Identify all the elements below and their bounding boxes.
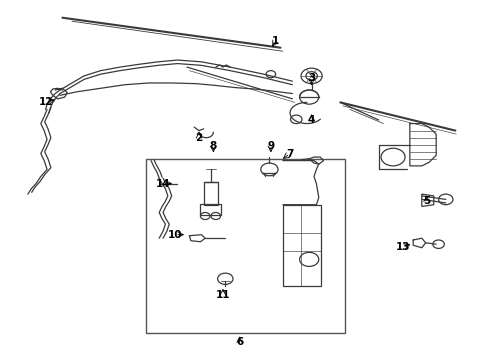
Bar bbox=[203, 182, 218, 205]
Text: 6: 6 bbox=[236, 337, 243, 347]
Text: 8: 8 bbox=[209, 141, 217, 152]
Text: 11: 11 bbox=[215, 290, 230, 300]
Text: 5: 5 bbox=[422, 196, 429, 206]
Text: 10: 10 bbox=[167, 230, 182, 240]
Bar bbox=[200, 204, 221, 215]
Bar bbox=[282, 205, 321, 286]
Text: 14: 14 bbox=[155, 179, 170, 189]
Text: 1: 1 bbox=[271, 36, 279, 46]
Text: 13: 13 bbox=[395, 242, 409, 252]
Text: 7: 7 bbox=[286, 149, 293, 158]
Bar bbox=[146, 159, 345, 333]
Text: 4: 4 bbox=[307, 115, 315, 125]
Text: 3: 3 bbox=[307, 73, 315, 83]
Text: 9: 9 bbox=[267, 141, 274, 152]
Text: 12: 12 bbox=[38, 98, 53, 107]
Text: 2: 2 bbox=[195, 133, 202, 143]
